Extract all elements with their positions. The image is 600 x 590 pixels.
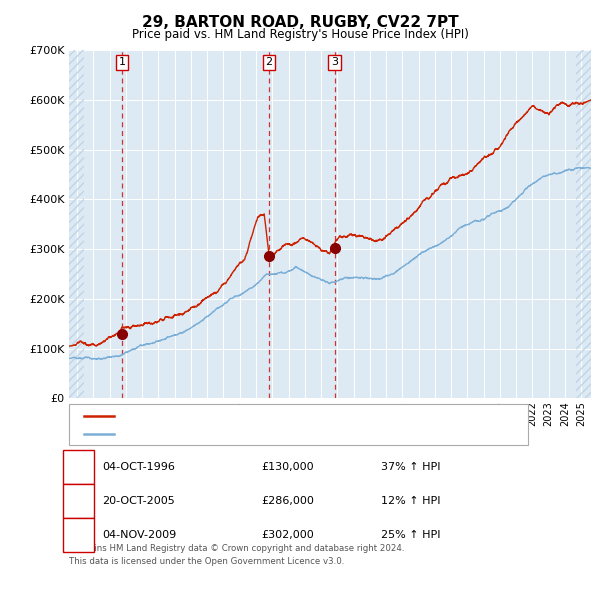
Text: 2: 2 xyxy=(265,57,272,67)
Text: 25% ↑ HPI: 25% ↑ HPI xyxy=(381,530,440,540)
Text: 3: 3 xyxy=(75,530,82,540)
Text: 20-OCT-2005: 20-OCT-2005 xyxy=(102,496,175,506)
Text: This data is licensed under the Open Government Licence v3.0.: This data is licensed under the Open Gov… xyxy=(69,558,344,566)
Text: 1: 1 xyxy=(75,462,82,472)
Text: Price paid vs. HM Land Registry's House Price Index (HPI): Price paid vs. HM Land Registry's House … xyxy=(131,28,469,41)
Text: £130,000: £130,000 xyxy=(261,462,314,472)
Text: £286,000: £286,000 xyxy=(261,496,314,506)
Text: £302,000: £302,000 xyxy=(261,530,314,540)
Text: 04-OCT-1996: 04-OCT-1996 xyxy=(102,462,175,472)
Text: 3: 3 xyxy=(331,57,338,67)
Text: 12% ↑ HPI: 12% ↑ HPI xyxy=(381,496,440,506)
Text: 2: 2 xyxy=(75,496,82,506)
Text: 37% ↑ HPI: 37% ↑ HPI xyxy=(381,462,440,472)
Text: HPI: Average price, detached house, Rugby: HPI: Average price, detached house, Rugb… xyxy=(120,429,346,439)
Text: Contains HM Land Registry data © Crown copyright and database right 2024.: Contains HM Land Registry data © Crown c… xyxy=(69,545,404,553)
Text: 1: 1 xyxy=(119,57,125,67)
Text: 04-NOV-2009: 04-NOV-2009 xyxy=(102,530,176,540)
Text: 29, BARTON ROAD, RUGBY, CV22 7PT: 29, BARTON ROAD, RUGBY, CV22 7PT xyxy=(142,15,458,30)
Text: 29, BARTON ROAD, RUGBY, CV22 7PT (detached house): 29, BARTON ROAD, RUGBY, CV22 7PT (detach… xyxy=(120,411,410,421)
